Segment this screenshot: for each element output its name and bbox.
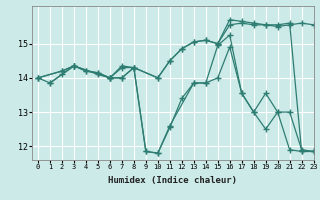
X-axis label: Humidex (Indice chaleur): Humidex (Indice chaleur) (108, 176, 237, 185)
